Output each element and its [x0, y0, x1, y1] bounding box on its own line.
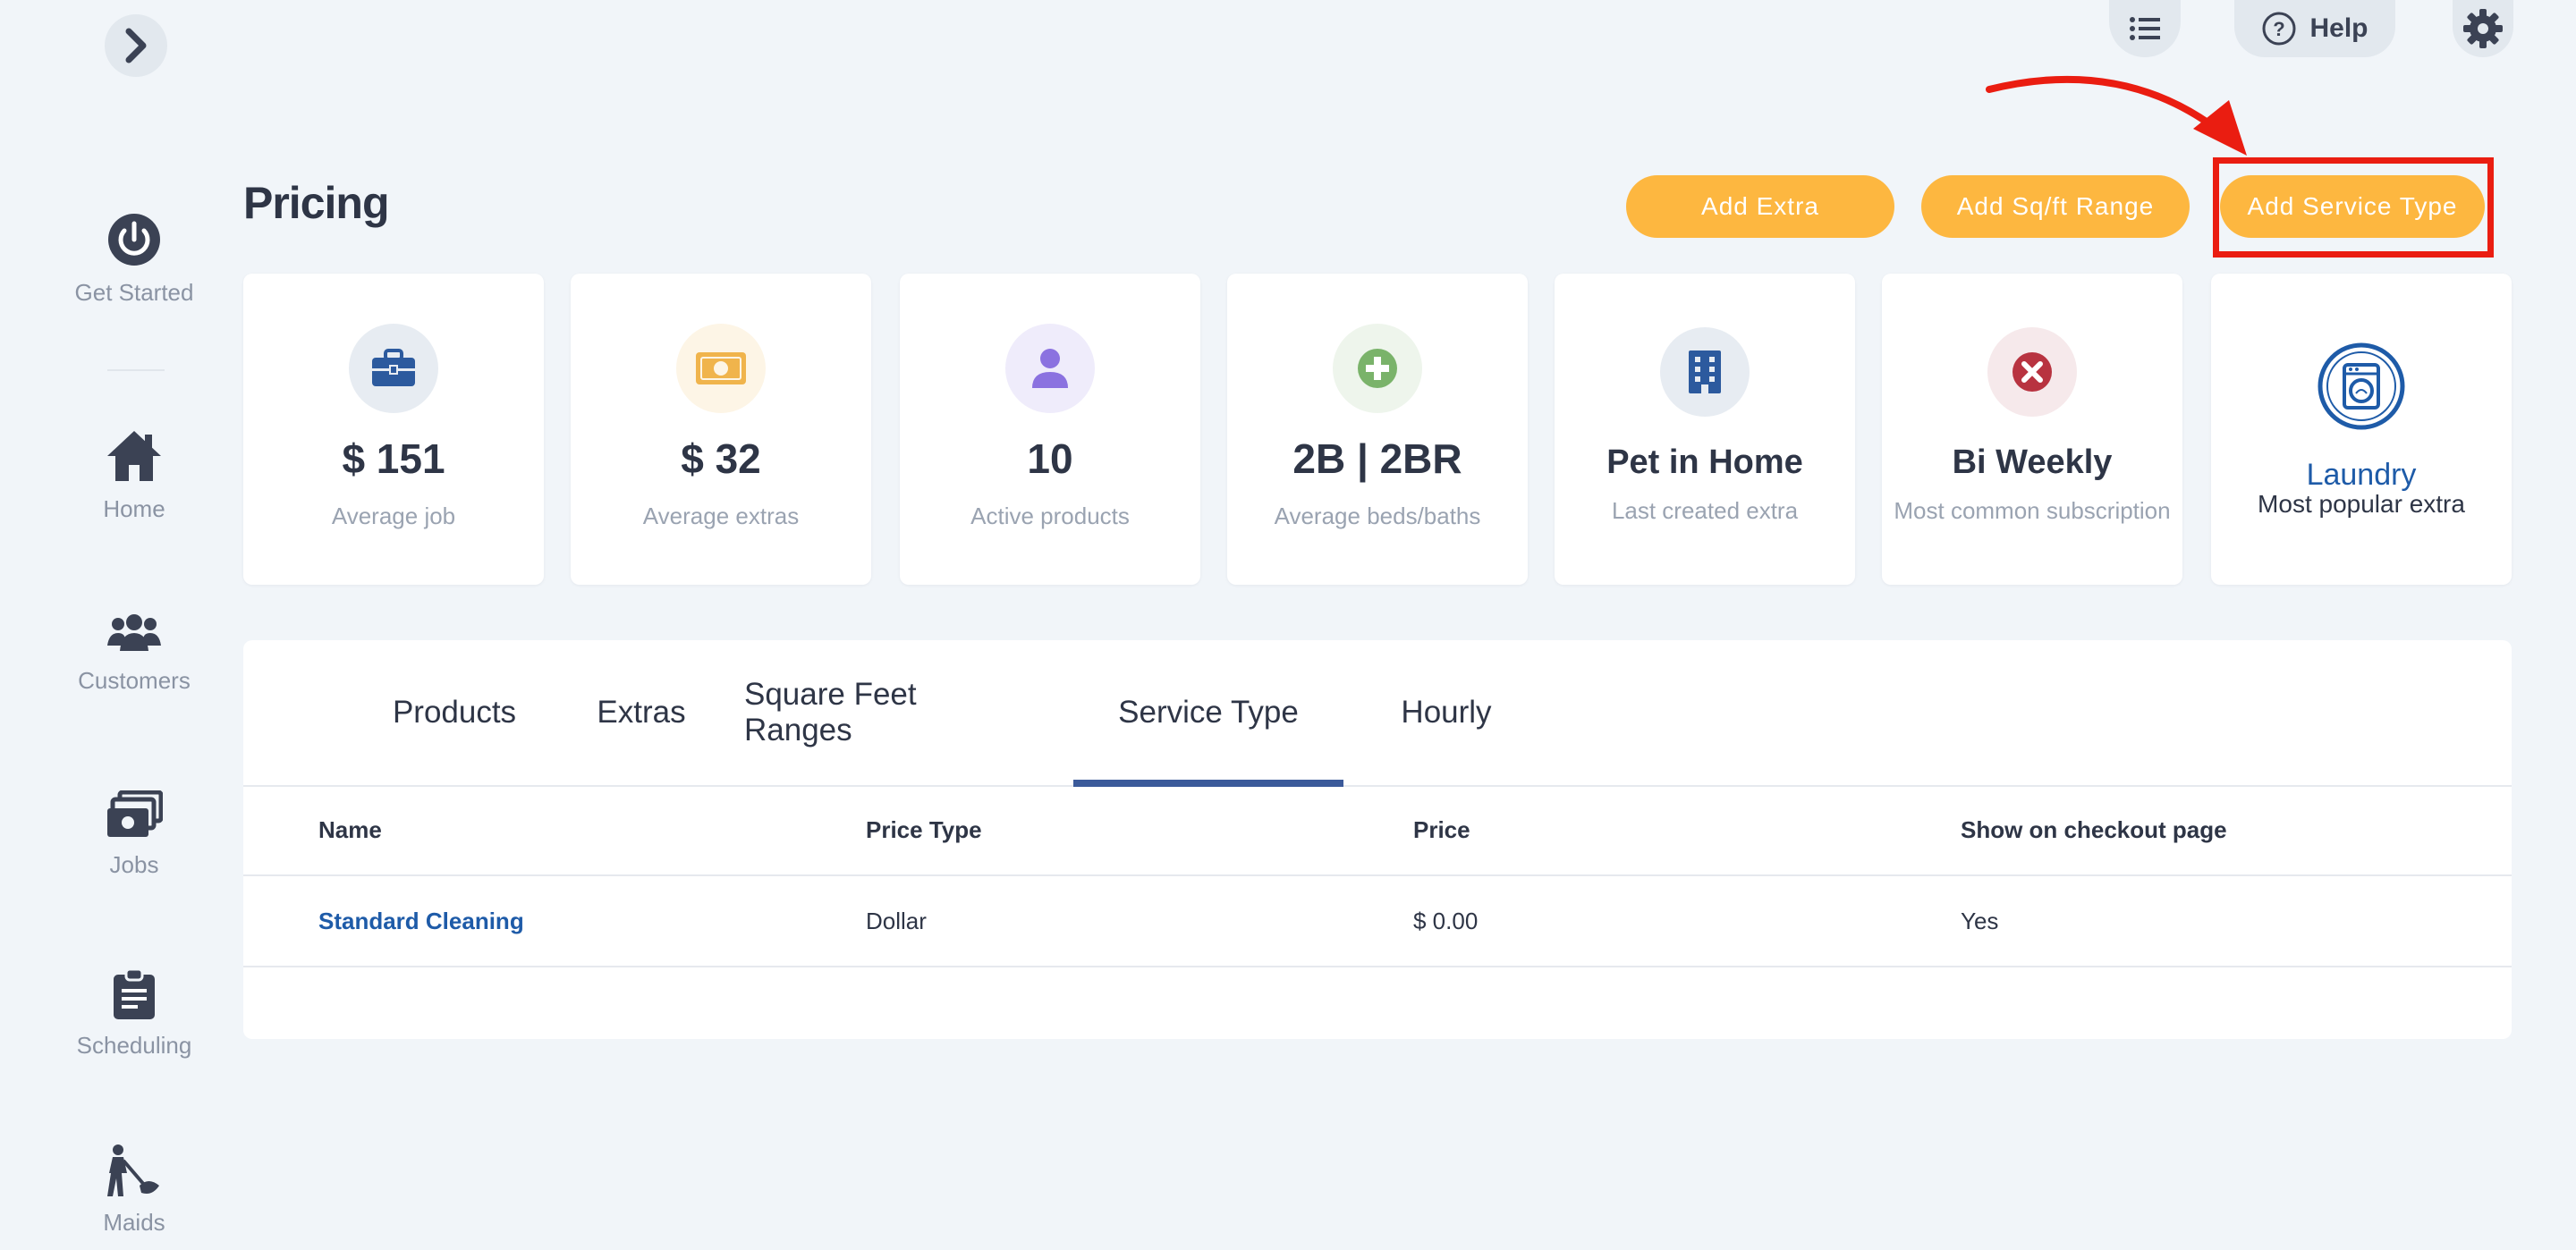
tab-service-type[interactable]: Service Type [1073, 640, 1343, 787]
table-header-row: Name Price Type Price Show on checkout p… [243, 785, 2512, 876]
page-title: Pricing [243, 178, 389, 228]
stat-icon-badge [1333, 324, 1422, 413]
column-header-price-type: Price Type [866, 815, 982, 843]
washer-icon [2318, 342, 2405, 430]
tab-square-feet-ranges[interactable]: Square Feet Ranges [744, 677, 917, 747]
table-row: Standard Cleaning Dollar $ 0.00 Yes [243, 876, 2512, 967]
price-cell: $ 0.00 [1413, 907, 1479, 934]
stat-value: Pet in Home [1606, 443, 1803, 481]
stat-icon-badge [1987, 327, 2077, 417]
sidebar-item-label: Scheduling [76, 1032, 192, 1059]
stat-card-last-created-extra: Pet in Home Last created extra [1555, 274, 1855, 585]
building-icon [1689, 351, 1721, 393]
stat-icon-badge [1660, 327, 1750, 417]
sidebar-item-label: Maids [103, 1209, 165, 1236]
sidebar-divider [107, 369, 165, 371]
sidebar: Get Started Home Customers Jobs [0, 0, 268, 1250]
stat-value: Laundry [2306, 458, 2417, 492]
stat-icon-badge [2317, 342, 2406, 431]
stat-card-average-beds-baths: 2B | 2BR Average beds/baths [1227, 274, 1528, 585]
person-icon [1032, 349, 1068, 388]
stat-card-average-job: $ 151 Average job [243, 274, 544, 585]
sidebar-item-home[interactable]: Home [0, 427, 268, 523]
sidebar-item-get-started[interactable]: Get Started [0, 211, 268, 307]
briefcase-icon [372, 349, 415, 386]
sidebar-item-customers[interactable]: Customers [0, 613, 268, 695]
column-header-show-on-checkout: Show on checkout page [1961, 815, 2227, 843]
stat-value: 2B | 2BR [1292, 435, 1462, 482]
stat-icon-badge [349, 324, 438, 413]
list-view-button[interactable] [2109, 0, 2181, 57]
stat-caption: Average beds/baths [1274, 503, 1481, 529]
sidebar-item-label: Customers [78, 667, 191, 694]
close-icon [2012, 352, 2052, 392]
clipboard-icon [114, 967, 155, 1019]
service-type-name-link[interactable]: Standard Cleaning [318, 907, 524, 934]
column-header-price: Price [1413, 815, 1470, 843]
add-extra-button[interactable]: Add Extra [1626, 175, 1894, 238]
stat-caption: Active products [970, 503, 1130, 529]
stat-card-average-extras: $ 32 Average extras [571, 274, 871, 585]
stat-card-most-common-subscription: Bi Weekly Most common subscription [1882, 274, 2182, 585]
tab-bar: Products Extras Square Feet Ranges Servi… [243, 640, 2512, 787]
highlight-box [2213, 157, 2494, 258]
money-icon [696, 352, 746, 384]
power-icon [108, 214, 160, 266]
annotation-arrow [1986, 75, 2247, 156]
stat-caption: Most common subscription [1894, 497, 2171, 524]
stat-value: 10 [1027, 435, 1073, 482]
help-button[interactable]: ? Help [2234, 0, 2395, 57]
stat-icon-badge [1005, 324, 1095, 413]
sidebar-item-label: Get Started [74, 279, 194, 306]
sidebar-item-scheduling[interactable]: Scheduling [0, 967, 268, 1060]
sidebar-item-jobs[interactable]: Jobs [0, 790, 268, 879]
stat-value: Bi Weekly [1952, 443, 2113, 481]
column-header-name: Name [318, 815, 382, 843]
list-icon [2130, 17, 2160, 40]
tab-products[interactable]: Products [392, 695, 517, 730]
sidebar-toggle-button[interactable] [105, 14, 167, 77]
stat-caption: Last created extra [1611, 497, 1799, 524]
help-label: Help [2309, 13, 2368, 43]
stat-value: $ 32 [681, 435, 761, 482]
stat-icon-badge [676, 324, 766, 413]
plus-icon [1358, 349, 1397, 388]
home-icon [107, 431, 161, 481]
svg-text:?: ? [2274, 18, 2285, 40]
sidebar-item-label: Home [103, 495, 165, 522]
tab-extras[interactable]: Extras [597, 695, 686, 730]
add-service-type-button[interactable]: Add Service Type [2220, 175, 2485, 238]
maid-icon [107, 1144, 159, 1196]
pricing-panel: Products Extras Square Feet Ranges Servi… [243, 640, 2512, 1039]
price-type-cell: Dollar [866, 907, 927, 934]
sidebar-item-maids[interactable]: Maids [0, 1144, 268, 1237]
stat-card-active-products: 10 Active products [900, 274, 1200, 585]
customers-icon [107, 614, 161, 651]
stat-caption: Average extras [642, 503, 800, 529]
stat-caption: Most popular extra [2258, 490, 2465, 518]
stat-caption: Average job [331, 503, 456, 529]
question-circle-icon: ? [2262, 12, 2296, 46]
add-sqft-range-button[interactable]: Add Sq/ft Range [1921, 175, 2190, 238]
tab-hourly[interactable]: Hourly [1401, 695, 1492, 730]
gear-icon [2463, 9, 2503, 48]
jobs-icon [107, 790, 163, 837]
settings-button[interactable] [2453, 0, 2513, 57]
stat-card-most-popular-extra: Laundry Most popular extra [2211, 274, 2512, 585]
show-on-checkout-cell: Yes [1961, 907, 1999, 934]
stat-value: $ 151 [342, 435, 445, 482]
chevron-right-icon [125, 28, 147, 63]
sidebar-item-label: Jobs [109, 851, 159, 878]
